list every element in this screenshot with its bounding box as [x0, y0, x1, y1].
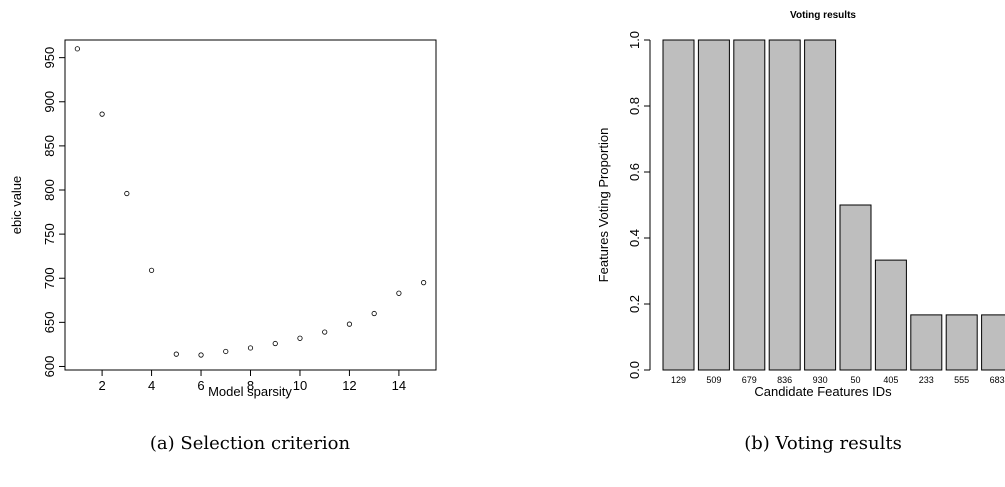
bar-233	[910, 314, 943, 371]
bars	[662, 39, 1005, 371]
x-axis: 2 4 6 8 10 12 14	[98, 369, 406, 393]
x-tick-label: 509	[706, 375, 721, 385]
y-axis: 600 650 700 750 800 850 900 950	[42, 47, 66, 378]
y-tick-label: 900	[42, 91, 57, 113]
caption-b: (b) Voting results	[744, 433, 902, 454]
x-tick-label: 12	[342, 378, 356, 393]
bar-679	[733, 39, 766, 371]
scatter-point	[173, 351, 179, 357]
scatter-point	[322, 329, 328, 335]
x-tick-label: 679	[742, 375, 757, 385]
x-tick-label: 405	[883, 375, 898, 385]
y-tick-label: 750	[42, 223, 57, 245]
scatter-point	[272, 340, 278, 347]
x-tick-labels: 129 509 679 836 930 50 405 233 555 683	[671, 375, 1005, 385]
scatter-point	[396, 290, 402, 296]
y-tick-label: 650	[42, 312, 57, 334]
x-tick-label: 8	[247, 378, 254, 393]
y-tick-label: 0.2	[627, 295, 642, 313]
y-tick-label: 800	[42, 179, 57, 201]
x-tick-label: 10	[293, 378, 307, 393]
y-tick-label: 0.6	[627, 163, 642, 181]
x-tick-label: 836	[777, 375, 792, 385]
y-axis-label: Features Voting Proportion	[596, 128, 611, 283]
scatter-point	[346, 321, 353, 327]
x-tick-label: 683	[990, 375, 1005, 385]
scatter-point	[371, 310, 377, 317]
bar-129	[662, 39, 695, 371]
y-tick-label: 700	[42, 267, 57, 289]
y-tick-label: 850	[42, 135, 57, 157]
x-tick-label: 555	[954, 375, 969, 385]
panel-a-selection-criterion: 2 4 6 8 10 12 14 600 650 700 750 800 850 900 950 Mode…	[9, 39, 437, 454]
y-tick-label: 0.8	[627, 97, 642, 115]
y-tick-label: 950	[42, 47, 57, 69]
bar-683	[981, 314, 1005, 371]
scatter-point	[99, 111, 105, 117]
y-axis-label: ebic value	[9, 176, 24, 235]
x-tick-label: 6	[197, 378, 204, 393]
panel-b-voting-results: Voting results 0.00.20.40.60.81.0 129 509…	[596, 10, 1005, 454]
x-tick-label: 930	[813, 375, 828, 385]
x-tick-label: 233	[919, 375, 934, 385]
y-tick-label: 0.4	[627, 229, 642, 247]
x-tick-label: 50	[850, 375, 860, 385]
x-tick-label: 2	[98, 378, 105, 393]
chart-title: Voting results	[790, 10, 856, 21]
y-tick-label: 1.0	[627, 31, 642, 49]
scatter-point	[198, 352, 204, 358]
bar-405	[874, 259, 907, 371]
caption-a: (a) Selection criterion	[150, 433, 351, 454]
scatter-point	[247, 345, 254, 351]
bar-509	[697, 39, 730, 371]
scatter-point	[297, 335, 303, 341]
x-tick-label: 129	[671, 375, 686, 385]
scatter-point	[421, 280, 427, 286]
scatter-point	[74, 46, 80, 52]
y-tick-label: 0.0	[627, 361, 642, 379]
scatter-point	[148, 267, 155, 273]
scatter-point	[124, 190, 130, 197]
bar-50	[839, 204, 872, 371]
x-tick-label: 4	[148, 378, 155, 393]
x-tick-label: 14	[392, 378, 406, 393]
plot-frame	[64, 39, 437, 371]
bar-930	[804, 39, 837, 371]
scatter-points	[74, 46, 427, 358]
x-axis-label: Model sparsity	[208, 384, 292, 399]
y-tick-label: 600	[42, 356, 57, 378]
x-axis-label: Candidate Features IDs	[754, 384, 892, 399]
scatter-point	[223, 348, 229, 355]
bar-555	[945, 314, 978, 371]
y-axis: 0.0 0.2 0.4 0.6 0.8 1.0	[627, 31, 651, 379]
bar-836	[768, 39, 801, 371]
